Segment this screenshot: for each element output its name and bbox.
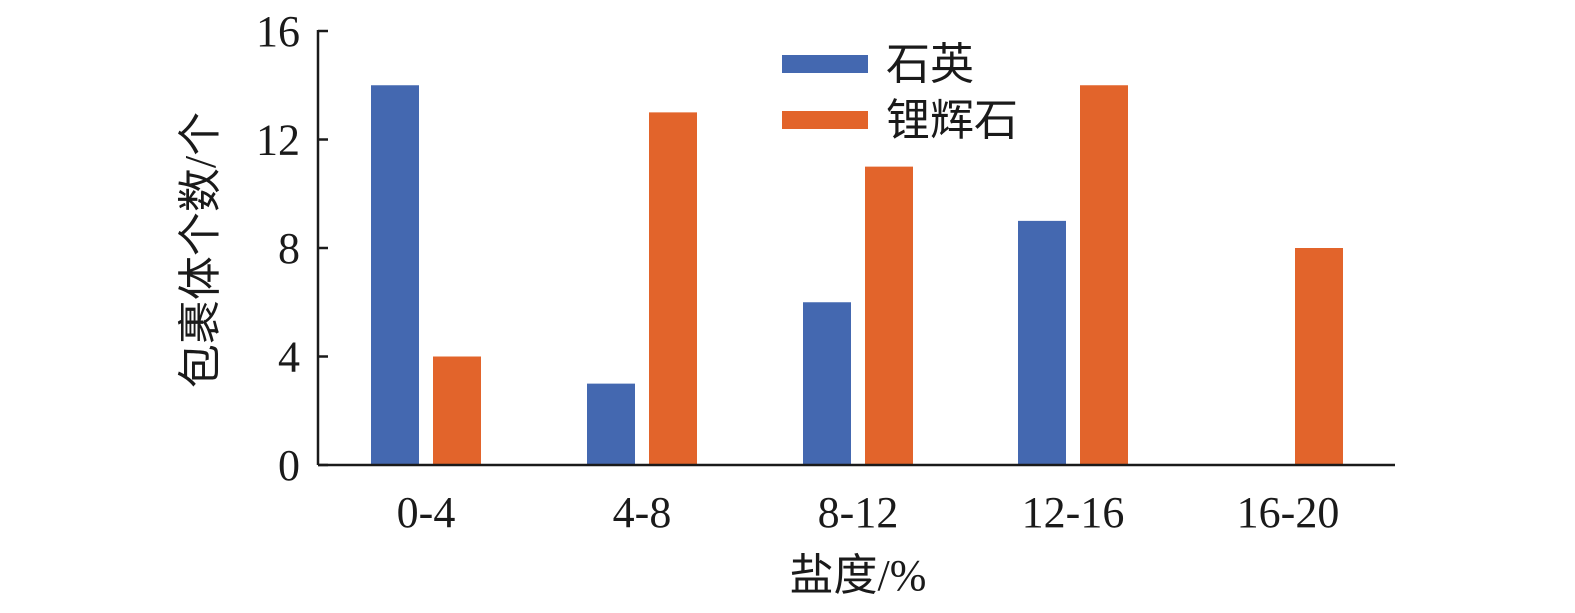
y-axis-title: 包裹体个数/个 — [176, 112, 225, 388]
bar-spodumene-12-16 — [1080, 85, 1128, 465]
bar-spodumene-16-20 — [1295, 248, 1343, 465]
bar-quartz-0-4 — [371, 85, 419, 465]
y-tick-label: 12 — [256, 116, 300, 165]
legend-label-quartz: 石英 — [886, 40, 974, 89]
x-tick-label: 8-12 — [818, 488, 899, 537]
y-tick-label: 4 — [278, 333, 300, 382]
legend-swatch-quartz — [782, 55, 868, 73]
legend-swatch-spodumene — [782, 111, 868, 129]
x-tick-label: 12-16 — [1022, 488, 1125, 537]
x-tick-label: 16-20 — [1237, 488, 1340, 537]
y-tick-label: 8 — [278, 224, 300, 273]
bar-quartz-8-12 — [803, 302, 851, 465]
x-tick-label: 0-4 — [397, 488, 456, 537]
bar-spodumene-4-8 — [649, 112, 697, 465]
bar-quartz-12-16 — [1018, 220, 1066, 465]
bar-spodumene-8-12 — [865, 166, 913, 465]
bar-spodumene-0-4 — [433, 356, 481, 465]
bar-quartz-4-8 — [587, 383, 635, 465]
ticks-layer: 0 4 8 12 16 0-4 4-8 8-12 12-16 16-20 — [256, 7, 1339, 537]
x-tick-label: 4-8 — [613, 488, 672, 537]
x-axis-title: 盐度/% — [790, 551, 927, 600]
bars-layer — [371, 85, 1343, 465]
legend-label-spodumene: 锂辉石 — [886, 96, 1018, 145]
y-tick-label: 0 — [278, 441, 300, 490]
y-tick-label: 16 — [256, 7, 300, 56]
